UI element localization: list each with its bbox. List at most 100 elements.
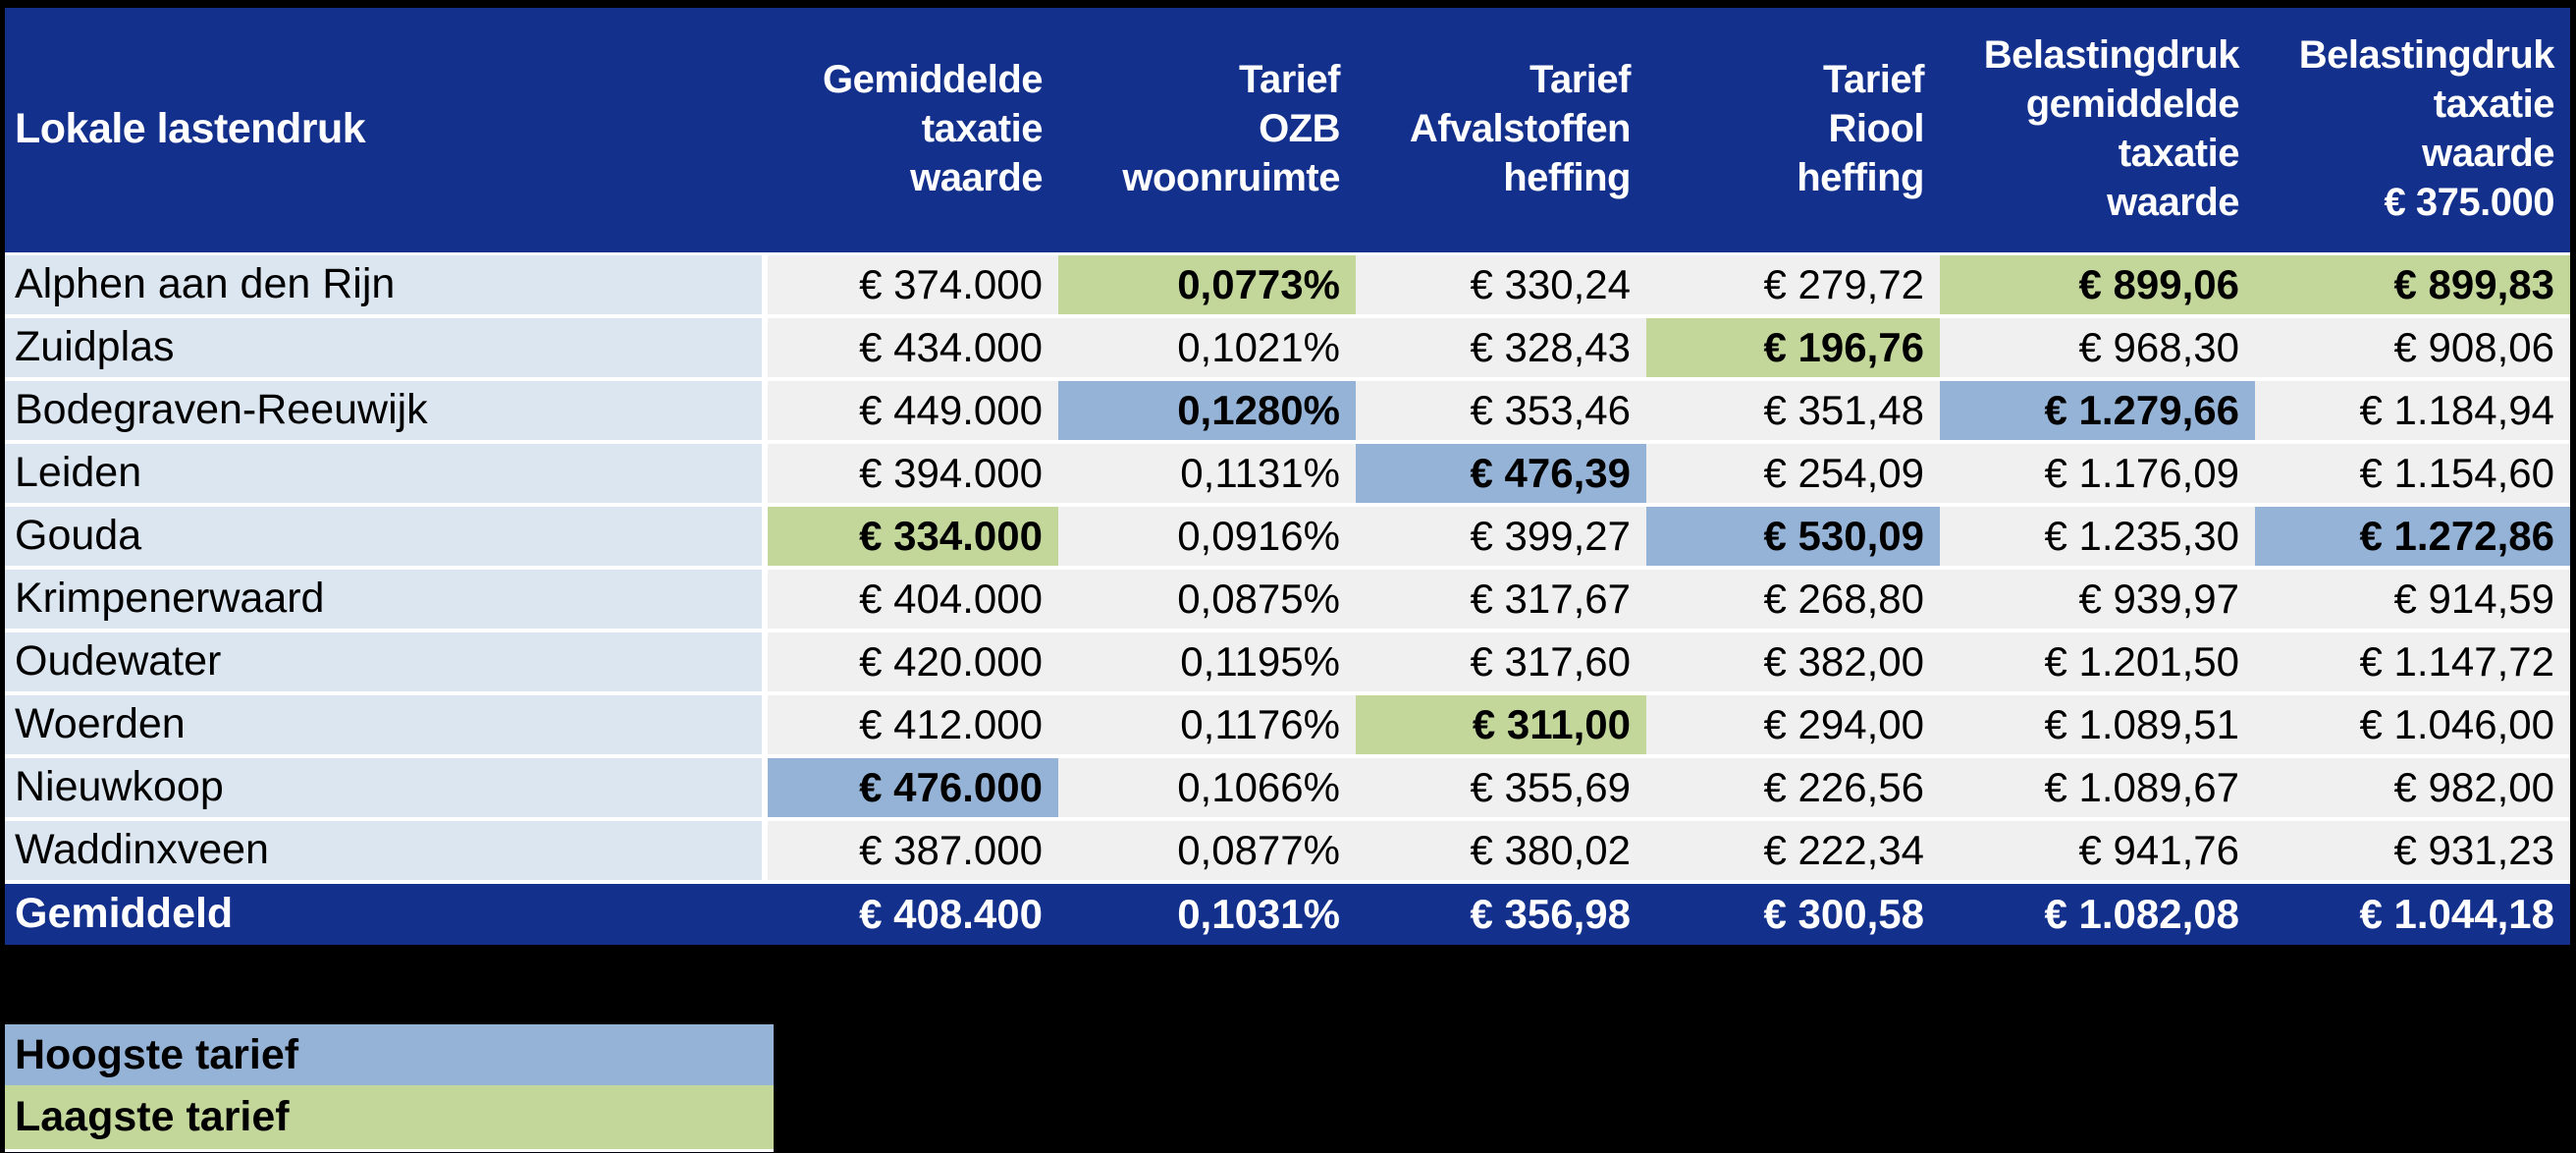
table-row: Oudewater € 420.000 0,1195% € 317,60 € 382,0… [5, 630, 2570, 695]
value-cell: 0,1066% [1058, 755, 1356, 821]
value-cell: € 355,69 [1356, 755, 1646, 821]
value-cell: 0,1021% [1058, 315, 1356, 381]
value-cell: € 382,00 [1646, 630, 1940, 695]
value-cell: € 1.184,94 [2255, 378, 2570, 444]
value-cell: € 311,00 [1356, 692, 1646, 758]
value-cell: € 404.000 [765, 567, 1058, 632]
value-cell: € 1.272,86 [2255, 504, 2570, 570]
total-row-label: Gemiddeld [5, 881, 765, 945]
value-cell: € 449.000 [765, 378, 1058, 444]
column-header-tarief-afvalstoffen: Tarief Afvalstoffen heffing [1356, 8, 1646, 255]
table-row: Alphen aan den Rijn € 374.000 0,0773% € 330… [5, 253, 2570, 318]
table-row: Zuidplas € 434.000 0,1021% € 328,43 € 196,76… [5, 315, 2570, 381]
value-cell: € 328,43 [1356, 315, 1646, 381]
value-cell: 0,1280% [1058, 378, 1356, 444]
value-cell: € 968,30 [1940, 315, 2255, 381]
value-cell: € 1.147,72 [2255, 630, 2570, 695]
value-cell: € 1.176,09 [1940, 441, 2255, 507]
value-cell: € 334.000 [765, 504, 1058, 570]
value-cell: € 330,24 [1356, 253, 1646, 318]
table-row: Gouda € 334.000 0,0916% € 399,27 € 530,09 € 1… [5, 504, 2570, 570]
legend: Hoogste tarief Laagste tarief [5, 1024, 774, 1152]
value-cell: € 294,00 [1646, 692, 1940, 758]
value-cell: 0,1131% [1058, 441, 1356, 507]
value-cell: € 899,06 [1940, 253, 2255, 318]
value-cell: 0,1176% [1058, 692, 1356, 758]
table-row: Nieuwkoop € 476.000 0,1066% € 355,69 € 226,5… [5, 755, 2570, 821]
total-value-cell: € 300,58 [1646, 881, 1940, 945]
total-value-cell: € 1.044,18 [2255, 881, 2570, 945]
row-label: Oudewater [5, 630, 768, 695]
row-label: Krimpenerwaard [5, 567, 768, 632]
value-cell: € 196,76 [1646, 315, 1940, 381]
value-cell: € 914,59 [2255, 567, 2570, 632]
value-cell: € 353,46 [1356, 378, 1646, 444]
legend-label: Hoogste tarief [15, 1030, 299, 1078]
table-row: Krimpenerwaard € 404.000 0,0875% € 317,67 € … [5, 567, 2570, 632]
value-cell: € 931,23 [2255, 818, 2570, 884]
value-cell: € 279,72 [1646, 253, 1940, 318]
value-cell: € 434.000 [765, 315, 1058, 381]
column-header-belastingdruk-375000: Belastingdruk taxatie waarde € 375.000 [2255, 8, 2570, 255]
value-cell: € 222,34 [1646, 818, 1940, 884]
value-cell: € 254,09 [1646, 441, 1940, 507]
table-footer: Gemiddeld € 408.400 0,1031% € 356,98 € 3… [5, 881, 2570, 945]
table-row: Leiden € 394.000 0,1131% € 476,39 € 254,09 € … [5, 441, 2570, 507]
total-value-cell: € 356,98 [1356, 881, 1646, 945]
column-header-gemiddelde-taxatie-waarde: Gemiddelde taxatie waarde [765, 8, 1058, 255]
value-cell: € 394.000 [765, 441, 1058, 507]
value-cell: € 1.154,60 [2255, 441, 2570, 507]
row-label: Bodegraven-Reeuwijk [5, 378, 768, 444]
header-row: Lokale lastendruk Gemiddelde taxatie waa… [5, 8, 2570, 255]
value-cell: € 1.235,30 [1940, 504, 2255, 570]
column-header-belastingdruk-gemiddeld: Belastingdruk gemiddelde taxatie waarde [1940, 8, 2255, 255]
value-cell: € 226,56 [1646, 755, 1940, 821]
value-cell: € 908,06 [2255, 315, 2570, 381]
value-cell: € 351,48 [1646, 378, 1940, 444]
value-cell: € 530,09 [1646, 504, 1940, 570]
total-value-cell: € 1.082,08 [1940, 881, 2255, 945]
value-cell: € 1.089,51 [1940, 692, 2255, 758]
table-header: Lokale lastendruk Gemiddelde taxatie waa… [5, 8, 2570, 255]
value-cell: € 380,02 [1356, 818, 1646, 884]
row-label: Zuidplas [5, 315, 768, 381]
table-row: Woerden € 412.000 0,1176% € 311,00 € 294,00 €… [5, 692, 2570, 758]
row-label: Nieuwkoop [5, 755, 768, 821]
row-label: Alphen aan den Rijn [5, 253, 768, 318]
value-cell: € 982,00 [2255, 755, 2570, 821]
total-value-cell: € 408.400 [765, 881, 1058, 945]
value-cell: 0,0875% [1058, 567, 1356, 632]
value-cell: € 374.000 [765, 253, 1058, 318]
value-cell: 0,0877% [1058, 818, 1356, 884]
column-header-lokale-lastendruk: Lokale lastendruk [5, 8, 765, 255]
lokale-lastendruk-table: Lokale lastendruk Gemiddelde taxatie waa… [5, 8, 2570, 945]
value-cell: € 317,67 [1356, 567, 1646, 632]
table-row: Waddinxveen € 387.000 0,0877% € 380,02 € 222… [5, 818, 2570, 884]
row-label: Woerden [5, 692, 768, 758]
row-label: Waddinxveen [5, 818, 768, 884]
value-cell: € 412.000 [765, 692, 1058, 758]
row-label: Leiden [5, 441, 768, 507]
legend-label: Laagste tarief [15, 1093, 290, 1140]
total-value-cell: 0,1031% [1058, 881, 1356, 945]
value-cell: € 939,97 [1940, 567, 2255, 632]
column-header-tarief-ozb: Tarief OZB woonruimte [1058, 8, 1356, 255]
value-cell: € 1.089,67 [1940, 755, 2255, 821]
value-cell: € 1.201,50 [1940, 630, 2255, 695]
legend-laagste-tarief: Laagste tarief [5, 1085, 774, 1149]
value-cell: € 387.000 [765, 818, 1058, 884]
value-cell: € 317,60 [1356, 630, 1646, 695]
value-cell: 0,0916% [1058, 504, 1356, 570]
total-row: Gemiddeld € 408.400 0,1031% € 356,98 € 3… [5, 881, 2570, 945]
column-header-tarief-riool: Tarief Riool heffing [1646, 8, 1940, 255]
value-cell: 0,1195% [1058, 630, 1356, 695]
value-cell: 0,0773% [1058, 253, 1356, 318]
table-row: Bodegraven-Reeuwijk € 449.000 0,1280% € 353… [5, 378, 2570, 444]
value-cell: € 399,27 [1356, 504, 1646, 570]
value-cell: € 1.046,00 [2255, 692, 2570, 758]
table-body: Alphen aan den Rijn € 374.000 0,0773% € 330… [5, 253, 2570, 884]
value-cell: € 268,80 [1646, 567, 1940, 632]
value-cell: € 476,39 [1356, 441, 1646, 507]
value-cell: € 899,83 [2255, 253, 2570, 318]
